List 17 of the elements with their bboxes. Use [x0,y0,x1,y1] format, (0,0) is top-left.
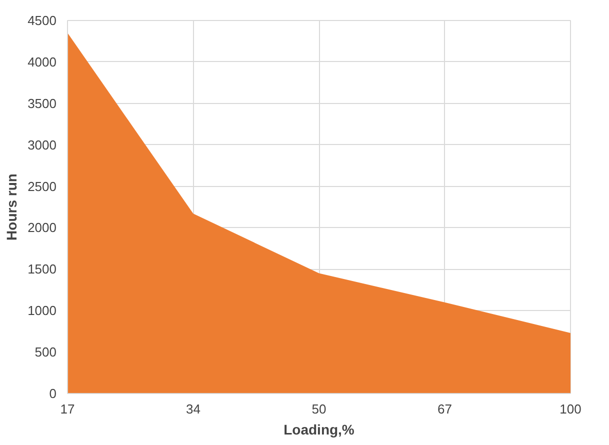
y-tick-label: 3000 [28,137,56,152]
x-tick-label: 100 [560,402,582,416]
y-tick-label: 3500 [28,96,56,111]
x-tick-label: 17 [60,402,75,416]
y-tick-label: 2000 [28,220,56,236]
y-tick-label: 1500 [28,262,56,277]
y-tick-label: 4500 [28,13,56,28]
x-tick-label: 67 [438,402,452,416]
y-tick-label: 2500 [28,178,56,194]
x-axis-title: Loading,% [284,422,355,438]
x-tick-label: 50 [312,402,326,416]
y-tick-label: 0 [49,386,57,401]
y-tick-label: 1000 [28,303,56,318]
x-tick-label: 34 [186,402,200,416]
y-tick-label: 500 [34,344,57,360]
y-tick-label: 4000 [28,54,56,70]
y-axis-title: Hours run [4,174,20,240]
